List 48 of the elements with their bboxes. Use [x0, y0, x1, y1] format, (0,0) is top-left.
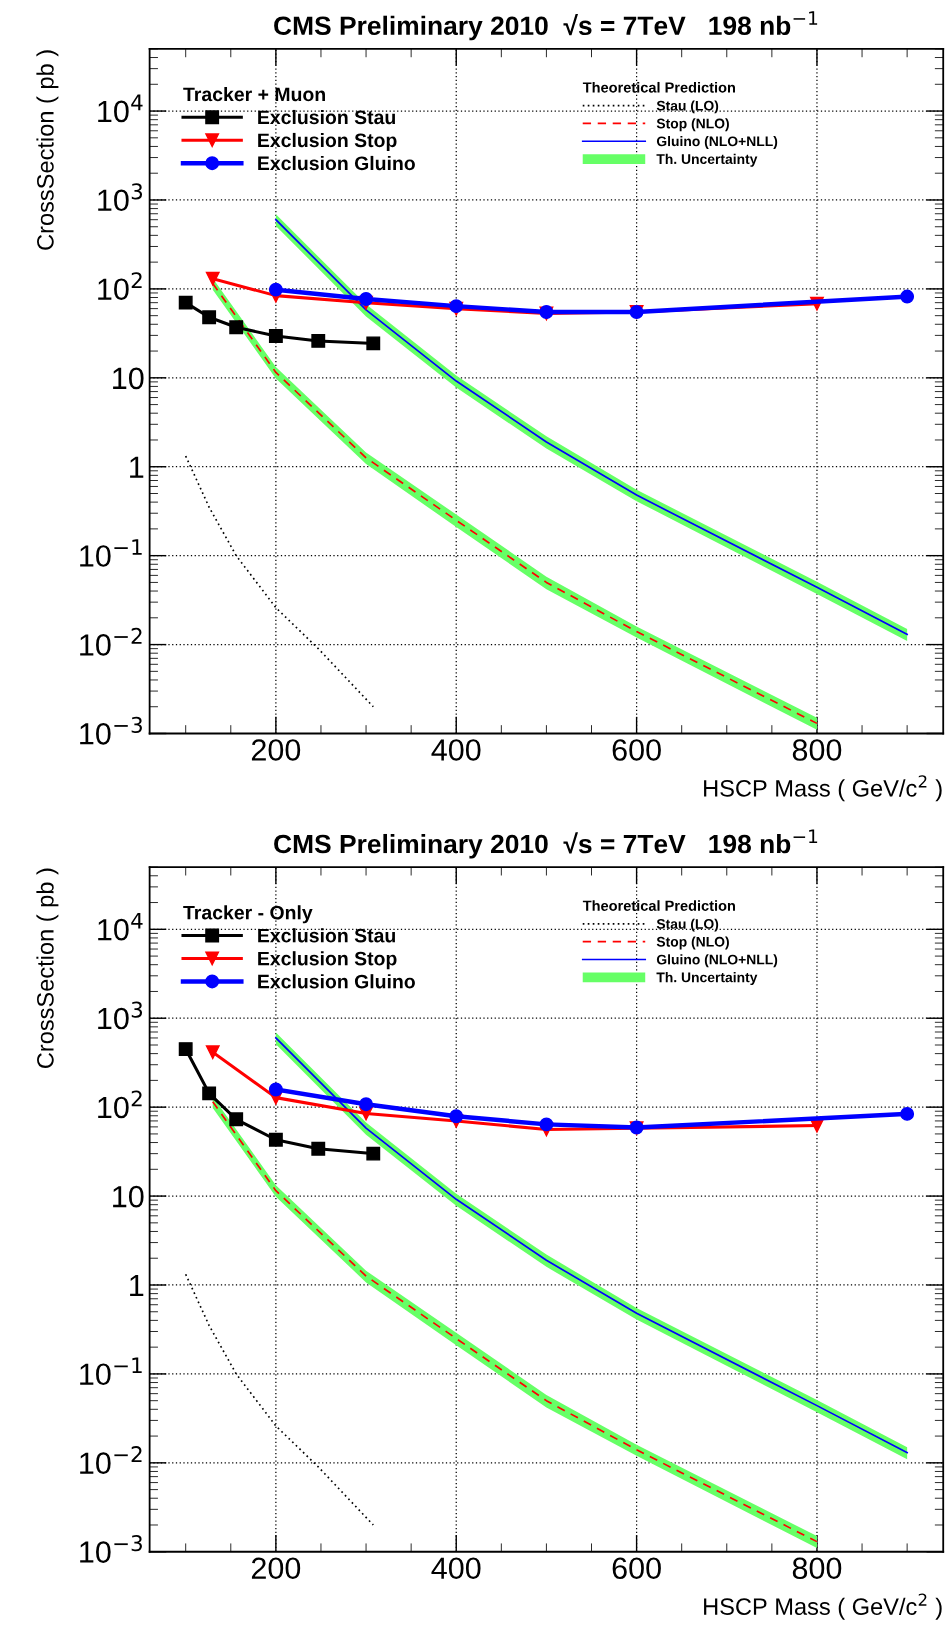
x-tick-label: 200 — [251, 739, 301, 761]
legend-label: Exclusion Stop — [258, 132, 397, 152]
legend-label: Stop (NLO) — [656, 936, 729, 950]
legend-label: Exclusion Stau — [258, 928, 395, 943]
x-tick-label: 800 — [792, 1557, 842, 1580]
legend-label: Stau (LO) — [656, 918, 719, 932]
legend-label: Exclusion Gluino — [258, 974, 415, 989]
legend-label: Th. Uncertainty — [656, 972, 758, 986]
y-tick-label: 10 — [113, 1185, 144, 1208]
x-tick-label: 400 — [431, 739, 481, 761]
legend-title: Tracker - Only — [183, 905, 313, 924]
legend-title: Tracker + Muon — [183, 86, 325, 102]
y-tick-label: 10$^{4}$ — [98, 94, 143, 123]
legend-label: Stop (NLO) — [656, 118, 729, 132]
y-tick-label: 10$^{−1}$ — [80, 1357, 142, 1386]
legend-label: Gluino (NLO+NLL) — [656, 136, 778, 149]
x-axis-title: HSCP Mass ( GeV/c$^{2}$ ) — [704, 1593, 942, 1620]
y-tick-label: 10$^{2}$ — [98, 272, 142, 301]
y-tick-label: 10$^{4}$ — [98, 912, 143, 941]
y-tick-label: 1 — [130, 1275, 144, 1297]
y-tick-label: 10$^{2}$ — [98, 1090, 142, 1119]
y-tick-label: 10$^{−3}$ — [80, 716, 142, 745]
y-tick-label: 10$^{3}$ — [98, 1001, 143, 1030]
y-tick-label: 10$^{−2}$ — [80, 627, 142, 656]
y-tick-label: 1 — [130, 456, 144, 478]
annotation: Theoretical Prediction — [582, 81, 735, 93]
legend-label: Exclusion Stop — [258, 951, 397, 970]
legend-label: Exclusion Stau — [258, 109, 395, 125]
x-tick-label: 600 — [612, 739, 661, 761]
x-tick-label: 800 — [792, 739, 842, 761]
x-tick-label: 400 — [431, 1557, 481, 1580]
x-tick-label: 600 — [612, 1557, 661, 1580]
y-tick-label: 10$^{−1}$ — [80, 539, 142, 567]
x-tick-label: 200 — [251, 1557, 301, 1580]
y-tick-label: 10$^{3}$ — [98, 183, 143, 212]
x-axis-title: HSCP Mass ( GeV/c$^{2}$ ) — [704, 775, 942, 802]
y-axis-title: CrossSection ( pb ) — [36, 50, 59, 250]
y-axis-title: CrossSection ( pb ) — [36, 868, 59, 1069]
y-tick-label: 10$^{−3}$ — [80, 1535, 142, 1563]
legend-label: Gluino (NLO+NLL) — [656, 954, 778, 968]
legend-label: Exclusion Gluino — [258, 155, 415, 171]
chart-title: CMS Preliminary 2010 √s = 7TeV 198 nb$^{−1}$ — [274, 829, 818, 859]
chart-title: CMS Preliminary 2010 √s = 7TeV 198 nb$^{−1}$ — [274, 11, 818, 41]
legend-label: Th. Uncertainty — [656, 153, 758, 167]
y-tick-label: 10$^{−2}$ — [80, 1446, 142, 1474]
legend-label: Stau (LO) — [656, 100, 719, 114]
annotation: Theoretical Prediction — [582, 900, 735, 911]
y-tick-label: 10 — [113, 367, 144, 390]
